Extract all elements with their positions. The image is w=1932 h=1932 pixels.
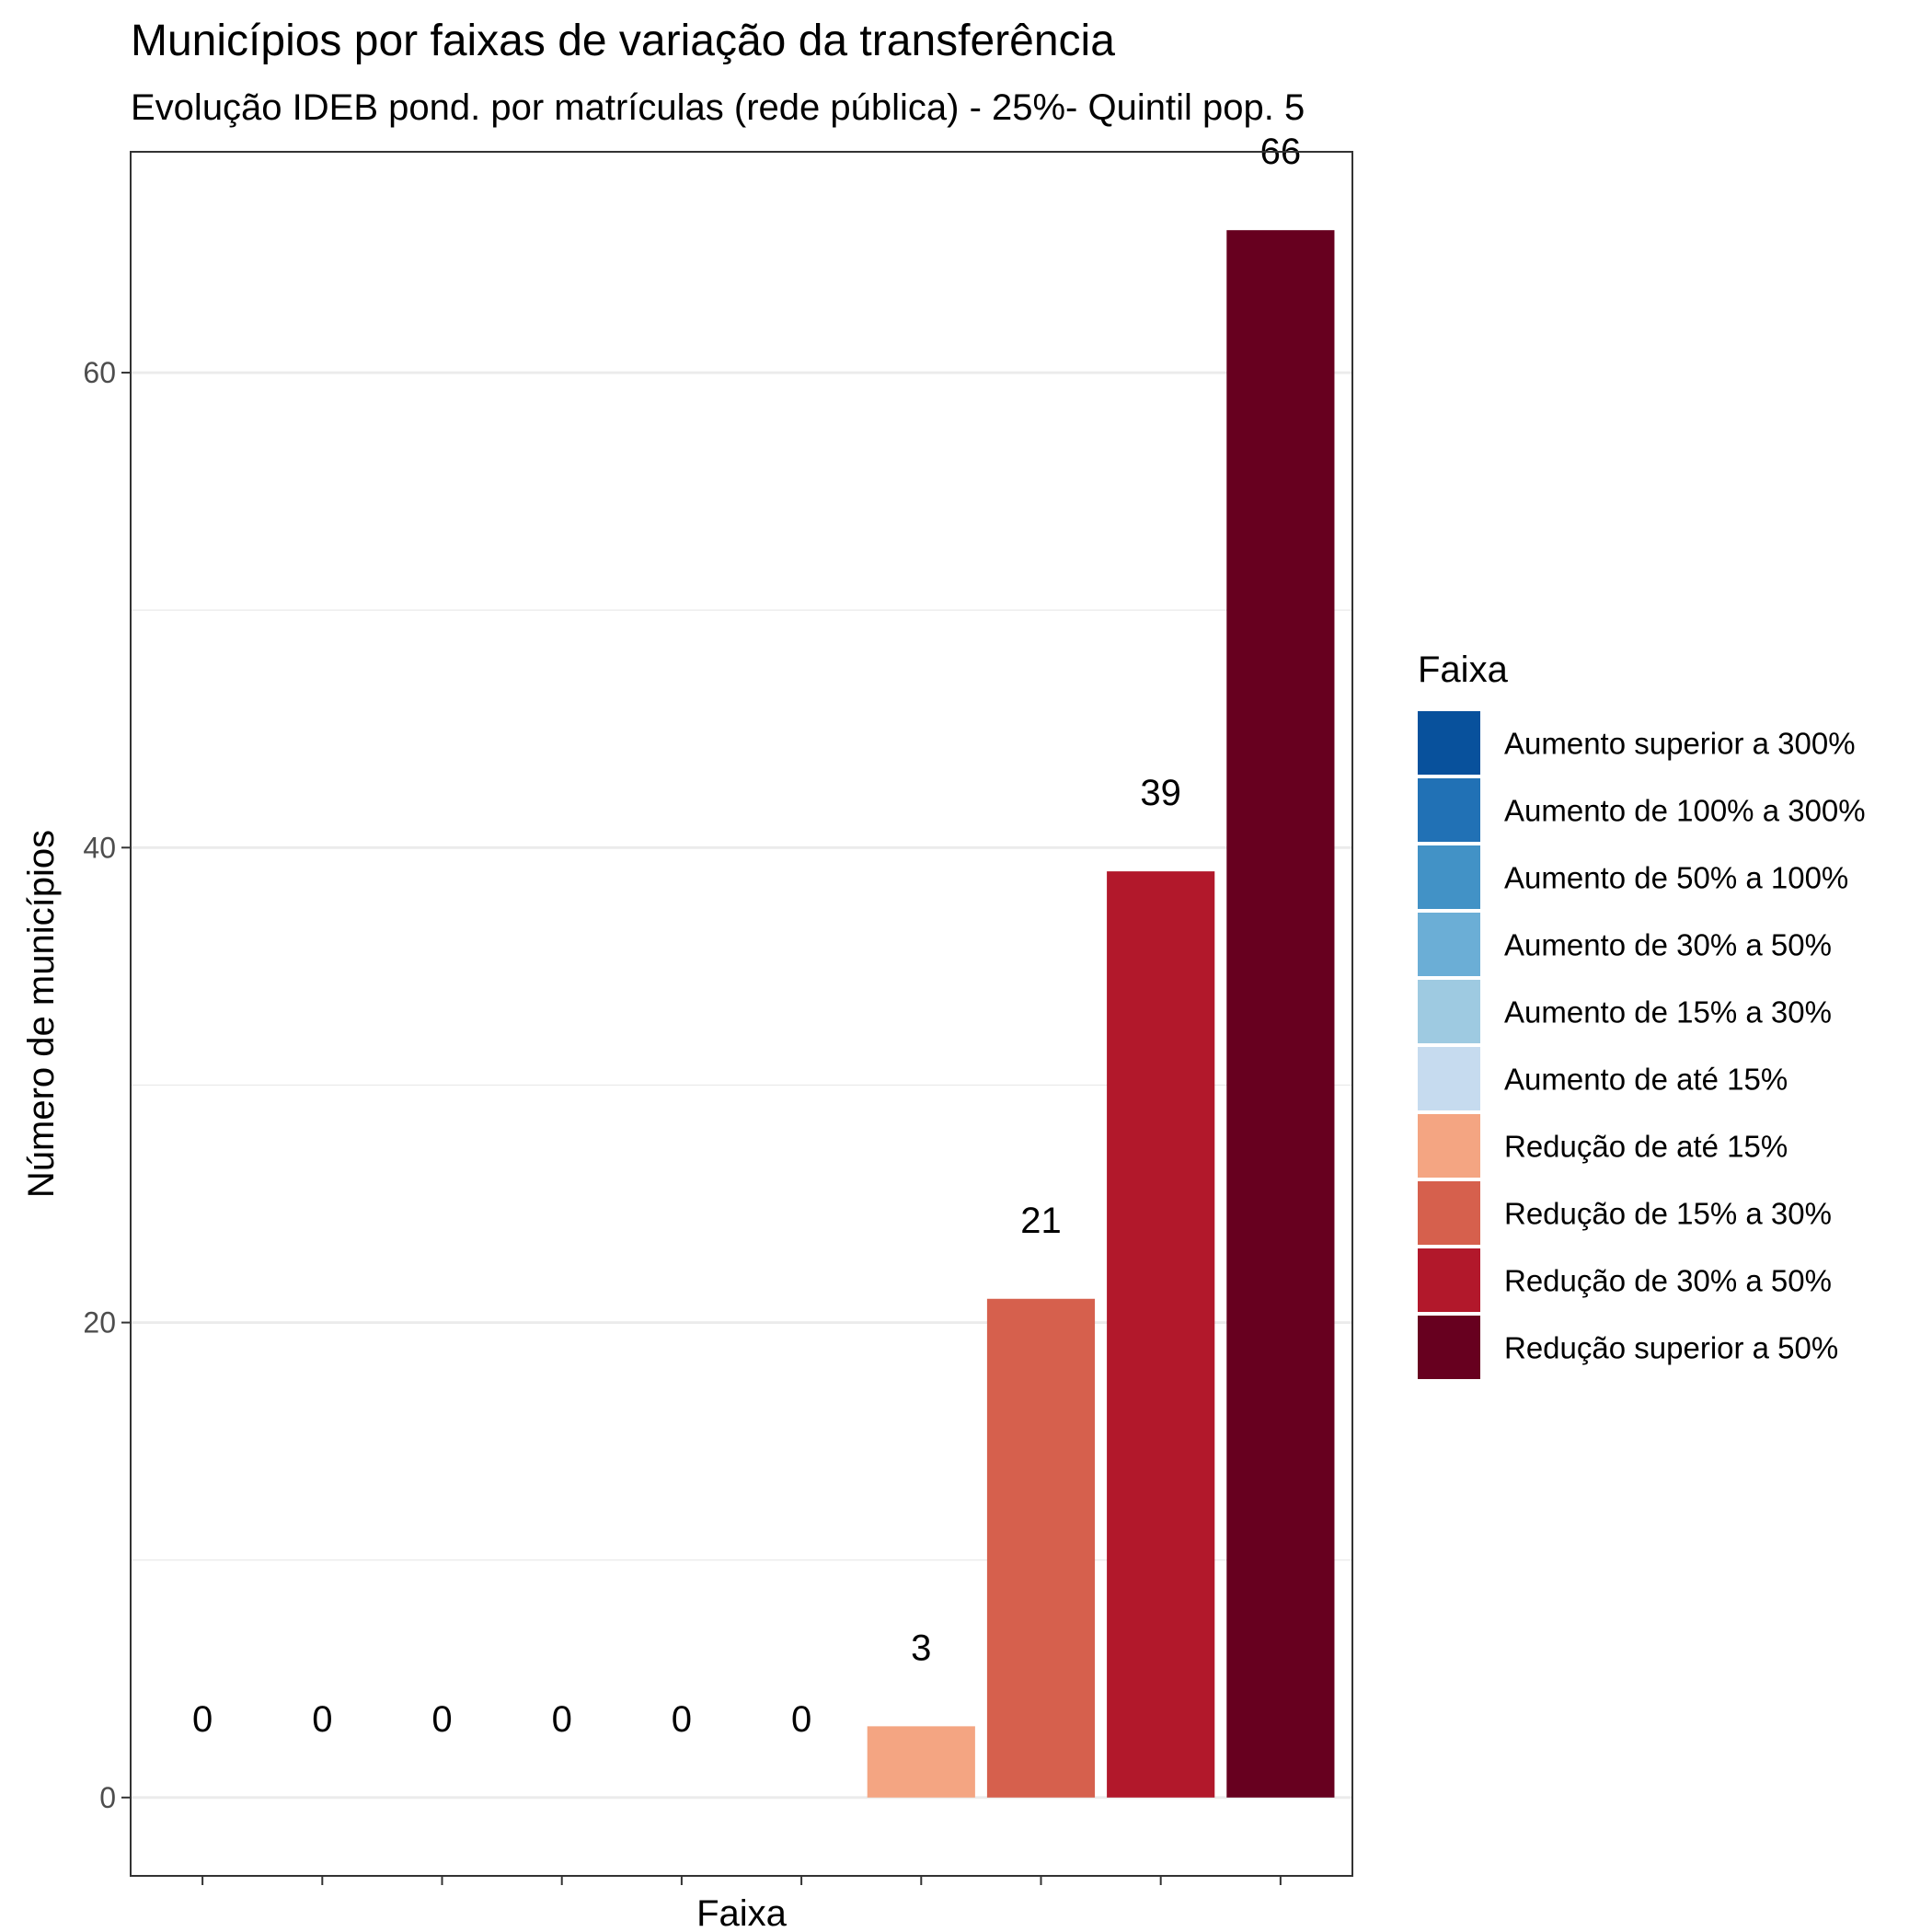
legend-swatch [1418,1248,1480,1312]
legend: Faixa Aumento superior a 300% Aumento de … [1418,650,1866,1379]
bar-value-label: 0 [431,1699,452,1740]
y-tick-label: 20 [83,1306,116,1340]
legend-label: Redução superior a 50% [1504,1331,1838,1365]
legend-label: Redução de 30% a 50% [1504,1264,1832,1298]
legend-label: Aumento de 100% a 300% [1504,794,1866,828]
bar [1226,230,1335,1798]
legend-label: Redução de até 15% [1504,1130,1788,1164]
bar-value-label: 0 [672,1699,692,1740]
legend-swatch [1418,1316,1480,1379]
plot-border [130,151,1353,1877]
legend-swatch [1418,711,1480,775]
legend-swatch [1418,778,1480,842]
y-tick-label: 60 [83,356,116,389]
legend-swatch [1418,913,1480,976]
legend-label: Aumento de 15% a 30% [1504,995,1832,1029]
bar-value-label: 0 [312,1699,332,1740]
bar-value-label: 21 [1020,1201,1062,1241]
bars [867,230,1335,1798]
legend-label: Aumento de 30% a 50% [1504,928,1832,962]
legend-swatch [1418,1181,1480,1245]
bar [986,1298,1096,1798]
bar-value-label: 3 [911,1627,931,1668]
legend-swatch [1418,980,1480,1043]
chart-subtitle: Evolução IDEB pond. por matrículas (rede… [131,87,1305,128]
chart-title: Municípios por faixas de variação da tra… [131,17,1115,65]
legend-swatch [1418,845,1480,909]
legend-items: Aumento superior a 300% Aumento de 100% a… [1418,711,1866,1379]
x-axis-title: Faixa [696,1893,788,1932]
y-axis: 0 20 40 60 [83,356,131,1814]
legend-swatch [1418,1114,1480,1178]
legend-label: Aumento superior a 300% [1504,727,1856,761]
bar [867,1726,975,1798]
bar-value-label: 39 [1140,773,1181,813]
y-tick-label: 0 [99,1781,116,1814]
y-axis-title: Número de municípios [21,830,62,1198]
x-axis [201,1876,1282,1885]
legend-title: Faixa [1418,650,1509,690]
bar-value-label: 0 [791,1699,811,1740]
legend-label: Aumento de 50% a 100% [1504,861,1848,895]
legend-swatch [1418,1047,1480,1110]
bar [1107,871,1215,1798]
legend-label: Aumento de até 15% [1504,1063,1788,1097]
bar-value-label: 0 [552,1699,572,1740]
bar-value-label: 0 [192,1699,213,1740]
y-tick-label: 40 [83,831,116,864]
legend-label: Redução de 15% a 30% [1504,1197,1832,1231]
